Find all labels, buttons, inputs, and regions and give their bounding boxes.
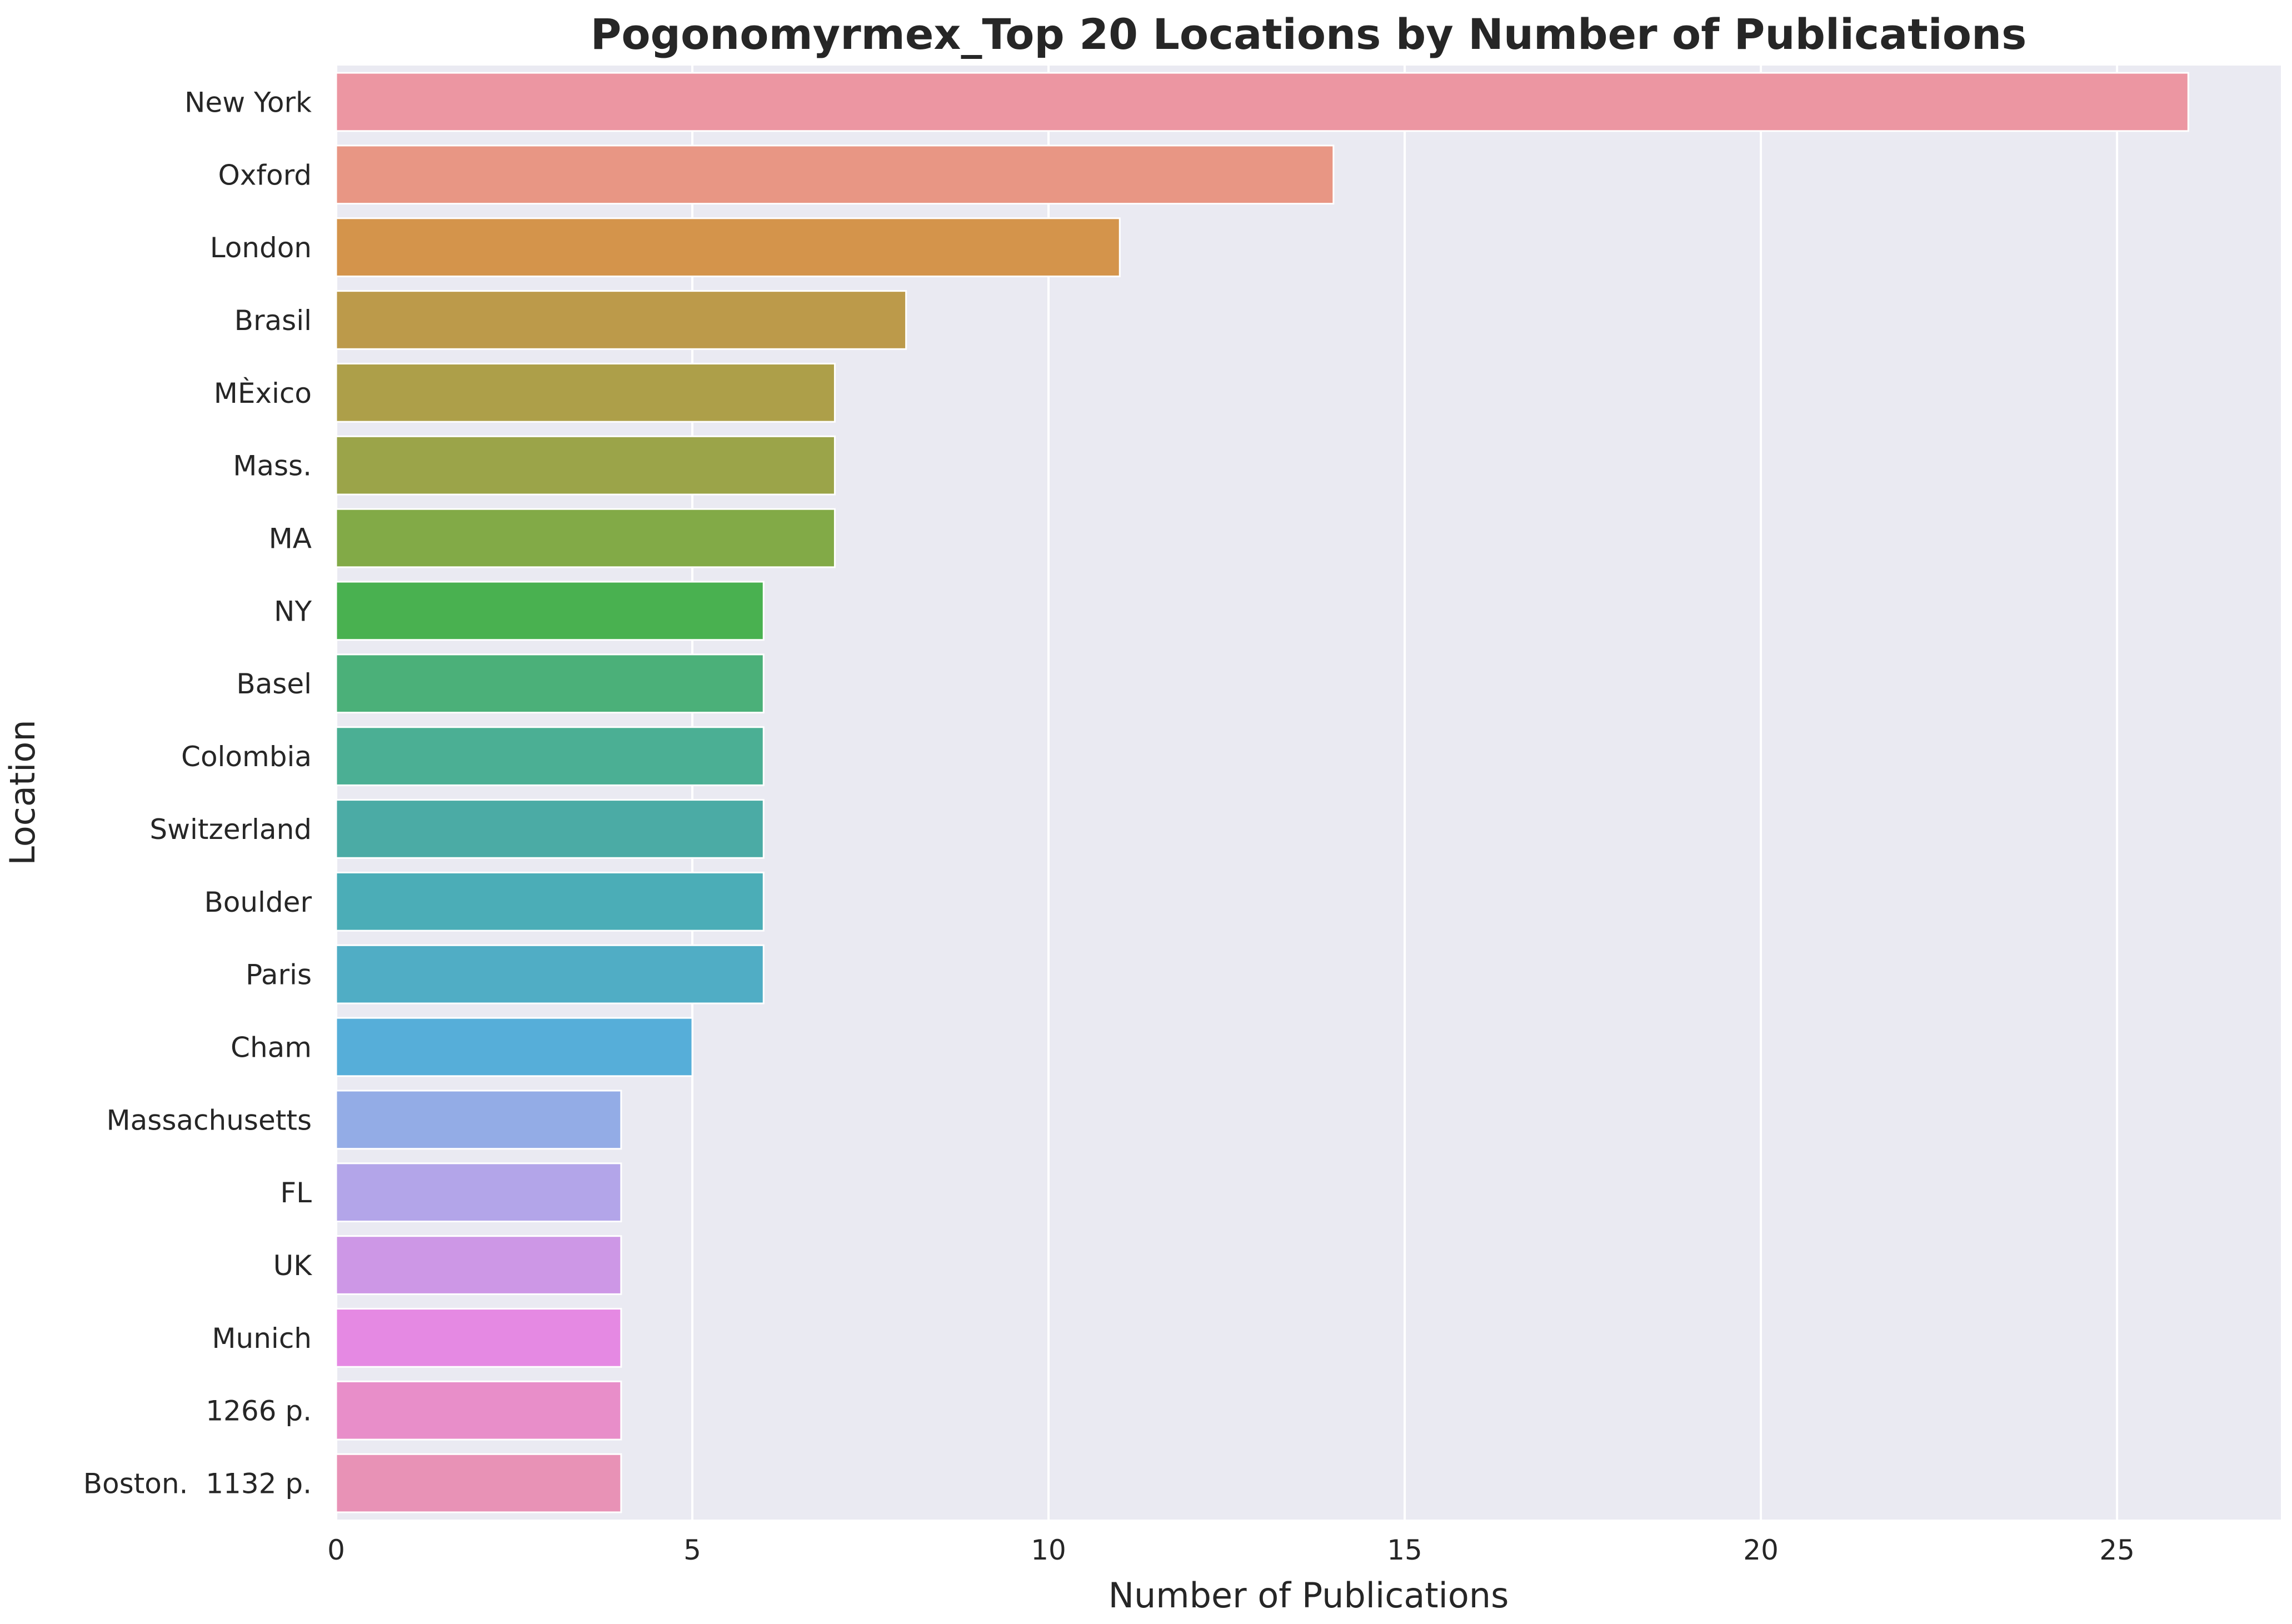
bar	[335, 581, 765, 641]
bar	[335, 653, 765, 714]
bar	[335, 1235, 622, 1295]
y-tick-label: Munich	[212, 1322, 312, 1355]
y-tick-label: Basel	[236, 668, 312, 700]
y-tick-label: London	[210, 232, 312, 264]
bar	[335, 1090, 622, 1150]
bar	[335, 435, 836, 496]
bar	[335, 1453, 622, 1513]
bar	[335, 871, 765, 932]
x-tick-label: 15	[1387, 1534, 1422, 1566]
x-tick-label: 5	[683, 1534, 701, 1566]
bar	[335, 362, 836, 423]
y-tick-label: Massachusetts	[107, 1104, 312, 1136]
y-tick-label: Boston. 1132 p.	[83, 1468, 312, 1500]
y-tick-label: Boulder	[204, 886, 312, 918]
plot-area	[336, 66, 2281, 1520]
x-tick-label: 10	[1031, 1534, 1066, 1566]
bar	[335, 72, 2189, 132]
y-tick-label: Mass.	[233, 450, 312, 482]
y-axis-label: Location	[2, 719, 43, 865]
bars	[335, 72, 2189, 1513]
bar	[335, 1162, 622, 1223]
y-tick-label: Paris	[246, 959, 312, 991]
y-tick-label: Cham	[231, 1031, 312, 1063]
x-tick-label: 20	[1743, 1534, 1779, 1566]
y-tick-label: Switzerland	[149, 813, 312, 846]
y-tick-label: 1266 p.	[206, 1395, 312, 1427]
y-tick-label: Colombia	[181, 741, 312, 773]
y-tick-label: New York	[184, 86, 312, 118]
bar	[335, 290, 907, 350]
y-tick-label: FL	[280, 1177, 312, 1209]
x-axis-label: Number of Publications	[1108, 1575, 1509, 1616]
bar	[335, 1308, 622, 1368]
bar	[335, 726, 765, 786]
y-tick-label: MÈxico	[214, 377, 312, 409]
bar	[335, 144, 1335, 205]
bar	[335, 944, 765, 1005]
bar	[335, 1380, 622, 1441]
y-tick-label: Oxford	[218, 159, 312, 191]
x-tick-label: 25	[2099, 1534, 2135, 1566]
bar	[335, 217, 1121, 277]
bar	[335, 508, 836, 568]
y-tick-label: Brasil	[234, 304, 312, 337]
chart-title: Pogonomyrmex_Top 20 Locations by Number …	[591, 9, 2027, 59]
y-axis-ticks: New York Oxford London Brasil MÈxico Mass. MA N…	[83, 86, 312, 1500]
y-tick-label: UK	[273, 1250, 313, 1282]
y-tick-label: MA	[269, 523, 312, 555]
bar	[335, 1017, 693, 1077]
y-tick-label: NY	[274, 595, 312, 627]
bar	[335, 799, 765, 859]
x-tick-label: 0	[327, 1534, 345, 1566]
x-axis-ticks: 0 5 10 15 20 25	[327, 1534, 2135, 1566]
